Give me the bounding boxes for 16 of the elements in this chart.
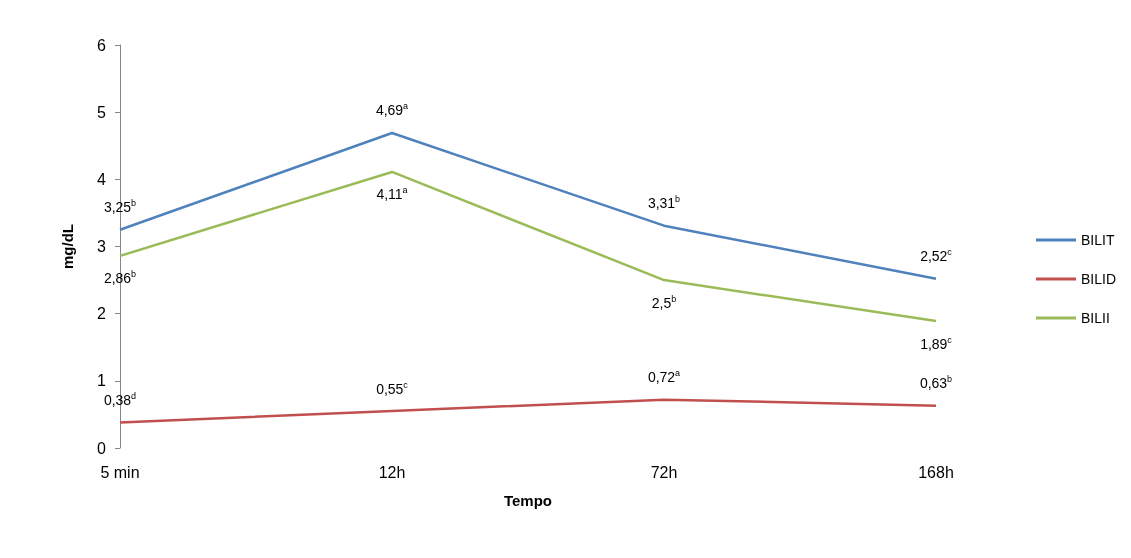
y-tick-label: 3 [97, 238, 107, 255]
x-tick-label: 5 min [100, 463, 140, 481]
y-tick-label: 6 [97, 36, 107, 54]
y-tick-label: 1 [97, 372, 107, 390]
x-axis-title: Tempo [503, 492, 553, 509]
y-tick-label: 4 [97, 170, 107, 188]
legend-label: BILID [1080, 271, 1116, 287]
y-tick-label: 0 [97, 439, 107, 457]
legend-label: BILIT [1080, 232, 1115, 248]
y-axis-title: mg/dL [59, 224, 76, 269]
y-tick-label: 5 [97, 103, 107, 121]
legend-label: BILII [1080, 310, 1110, 326]
x-tick-label: 72h [650, 463, 678, 481]
x-tick-label: 12h [378, 463, 406, 481]
x-tick-label: 168h [918, 463, 954, 481]
y-tick-label: 2 [97, 305, 107, 323]
